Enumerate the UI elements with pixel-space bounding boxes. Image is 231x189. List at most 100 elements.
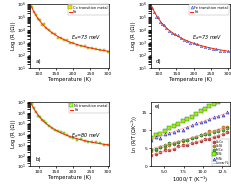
Line: Fe/Ni: Fe/Ni: [149, 111, 228, 141]
Ni/Ni: [172, 125, 174, 127]
Legend: Co transition metal, Fit: Co transition metal, Fit: [67, 5, 108, 15]
Ni/Ni: [198, 110, 201, 112]
Ni/Ni: [180, 120, 183, 122]
Fe/Co: [203, 133, 206, 135]
Co/Co: [203, 138, 206, 140]
Co/Co: [225, 131, 228, 133]
Co/Ni: [203, 133, 206, 135]
Y-axis label: Log (R (Ω)): Log (R (Ω)): [11, 120, 16, 148]
Fe/Ni: [185, 126, 188, 128]
Fe/Ni: [180, 128, 183, 131]
Co/Co: [172, 148, 174, 150]
Co/Ni: [176, 141, 179, 144]
Co/Co: [154, 153, 156, 155]
Co/Ni: [163, 146, 165, 148]
Co/Ni: [158, 146, 161, 148]
Ni/Ni: [149, 137, 152, 139]
Fe/Ni: [167, 132, 170, 134]
Ni/Ni: [225, 95, 228, 97]
Ni/Ni: [207, 105, 210, 107]
Ni/Ni: [194, 112, 197, 115]
Fe/Co: [185, 139, 188, 141]
Co/Co: [212, 136, 214, 139]
Text: b): b): [36, 157, 41, 162]
Fe/Co: [163, 144, 165, 146]
Fe/Co: [189, 137, 192, 139]
Fe/Ni: [154, 136, 156, 138]
Ni/Ni: [216, 101, 219, 103]
Text: E$_a$=80 meV: E$_a$=80 meV: [71, 131, 101, 140]
Co/Ni: [221, 126, 223, 128]
Text: d): d): [155, 59, 161, 64]
Co/Co: [189, 142, 192, 144]
Fe/Co: [225, 127, 228, 129]
Co/Co: [176, 145, 179, 147]
Y-axis label: Log (R (Ω)): Log (R (Ω)): [11, 22, 16, 50]
Fe/Ni: [216, 115, 219, 117]
Fe/Ni: [158, 137, 161, 139]
Co/Co: [158, 151, 161, 153]
Line: Co/Ni: Co/Ni: [149, 125, 228, 153]
Ni/Ni: [221, 98, 223, 101]
Co/Ni: [212, 129, 214, 132]
Fe/Co: [180, 139, 183, 142]
Fe/Ni: [203, 120, 206, 122]
Ni/Ni: [185, 118, 188, 121]
Co/Co: [221, 133, 223, 136]
Fe/Ni: [163, 133, 165, 136]
Legend: Ni transition metal, Fit: Ni transition metal, Fit: [68, 102, 108, 113]
Legend: Co/Co, Co/Ni, Fe/Co, Ni/Ni, Fe/Ni, Linear Fit: Co/Co, Co/Ni, Fe/Co, Ni/Ni, Fe/Ni, Linea…: [211, 139, 228, 166]
Ni/Ni: [167, 127, 170, 129]
Fe/Ni: [149, 138, 152, 141]
Co/Ni: [198, 134, 201, 136]
Text: a): a): [36, 59, 41, 64]
X-axis label: Temperature (K): Temperature (K): [48, 175, 91, 180]
Fe/Ni: [207, 118, 210, 120]
Ni/Ni: [163, 130, 165, 132]
Co/Ni: [172, 143, 174, 146]
Y-axis label: Log (R (Ω)): Log (R (Ω)): [131, 22, 136, 50]
Fe/Co: [176, 140, 179, 143]
Fe/Co: [167, 142, 170, 145]
Co/Co: [167, 149, 170, 151]
Y-axis label: Ln (R/T (ΩK$^{-1}$)): Ln (R/T (ΩK$^{-1}$)): [129, 115, 140, 153]
Text: e): e): [154, 104, 159, 109]
Co/Co: [163, 149, 165, 152]
Fe/Ni: [189, 124, 192, 126]
Fe/Co: [172, 141, 174, 144]
Fe/Co: [194, 136, 197, 138]
Ni/Ni: [212, 103, 214, 105]
Legend: Fe transition metal, Fit: Fe transition metal, Fit: [188, 5, 228, 15]
Co/Ni: [167, 144, 170, 146]
Ni/Ni: [189, 116, 192, 118]
Ni/Ni: [203, 108, 206, 110]
Ni/Ni: [154, 134, 156, 136]
Fe/Ni: [176, 129, 179, 131]
Fe/Co: [212, 130, 214, 133]
Ni/Ni: [158, 133, 161, 135]
Ni/Ni: [176, 123, 179, 125]
X-axis label: 1000/ T (K$^{-1}$): 1000/ T (K$^{-1}$): [171, 175, 207, 185]
Fe/Ni: [172, 131, 174, 133]
Fe/Co: [198, 134, 201, 136]
Co/Co: [207, 138, 210, 140]
Co/Ni: [194, 136, 197, 138]
Fe/Ni: [194, 122, 197, 124]
Co/Ni: [149, 150, 152, 153]
Fe/Ni: [225, 111, 228, 114]
Co/Ni: [180, 139, 183, 142]
Fe/Ni: [221, 113, 223, 116]
Fe/Co: [216, 130, 219, 132]
Text: E$_a$=73 meV: E$_a$=73 meV: [191, 33, 221, 42]
Fe/Ni: [198, 121, 201, 124]
Co/Co: [149, 154, 152, 156]
Co/Ni: [225, 126, 228, 128]
Fe/Co: [158, 146, 161, 148]
Co/Co: [198, 140, 201, 142]
Co/Ni: [185, 139, 188, 141]
X-axis label: Temperature (K): Temperature (K): [168, 77, 211, 82]
Text: E$_a$=73 meV: E$_a$=73 meV: [71, 33, 101, 42]
Co/Co: [185, 144, 188, 146]
Fe/Co: [221, 129, 223, 131]
Fe/Co: [207, 133, 210, 135]
